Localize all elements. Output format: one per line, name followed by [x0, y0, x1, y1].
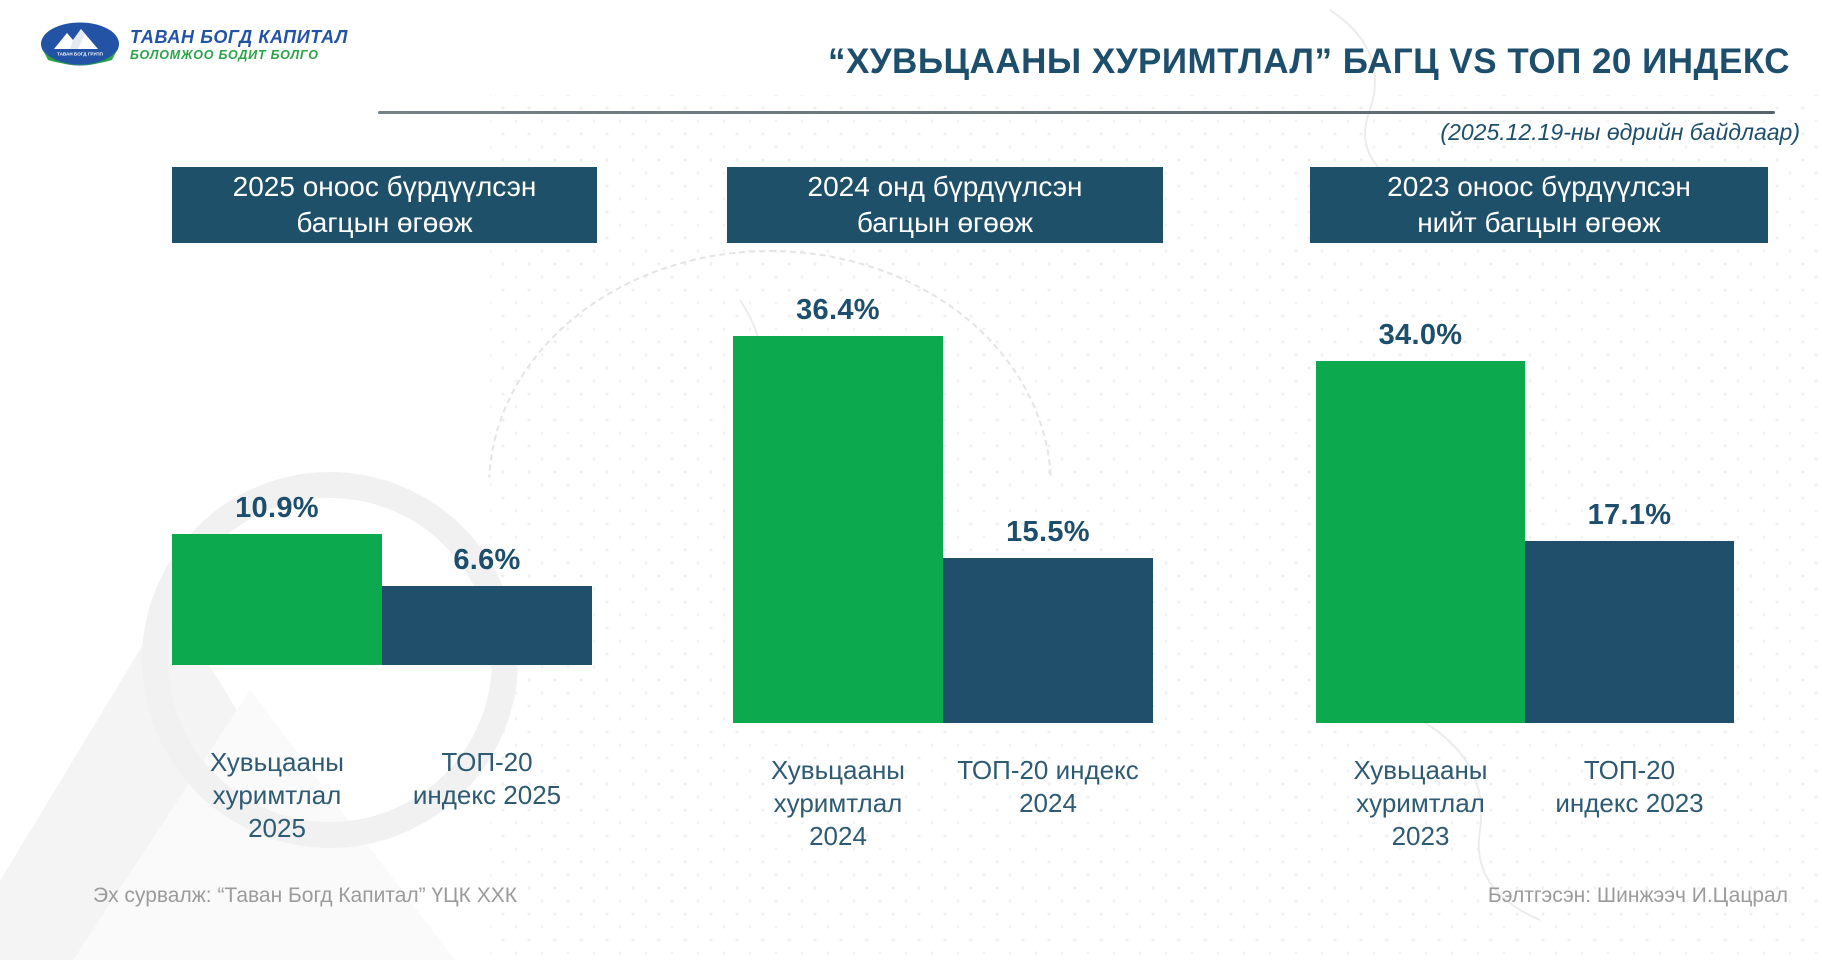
- bar-top20-2023: [1525, 541, 1734, 723]
- category-portfolio-2025: Хувьцааны хуримтлал 2025: [210, 747, 344, 843]
- value-label-top20-2023: 17.1%: [1587, 499, 1672, 531]
- bar-group-portfolio-2023: 34.0%: [1316, 263, 1525, 723]
- bar-group-top20-2025: 6.6%: [382, 205, 592, 665]
- bar-portfolio-2025: [172, 534, 382, 665]
- category-portfolio-2023: Хувьцааны хуримтлал 2023: [1353, 755, 1488, 851]
- footer-source: Эх сурвалж: “Таван Богд Капитал” ҮЦК ХХК: [93, 884, 517, 907]
- panel-2024-title: 2024 онд бүрдүүлсэн багцын өгөөж: [727, 167, 1163, 243]
- logo-text: ТАВАН БОГД КАПИТАЛ БОЛОМЖОО БОДИТ БОЛГО: [130, 26, 348, 63]
- category-top20-2024: ТОП-20 индекс 2024: [957, 755, 1139, 818]
- bar-group-top20-2024: 15.5%: [943, 263, 1153, 723]
- logo-tagline: БОЛОМЖОО БОДИТ БОЛГО: [130, 47, 319, 62]
- bar-group-top20-2023: 17.1%: [1525, 263, 1734, 723]
- bar-group-portfolio-2025: 10.9%: [172, 205, 382, 665]
- footer-prepared-by: Бэлтгэсэн: Шинжээч И.Цацрал: [1487, 884, 1788, 907]
- panel-2023-title: 2023 оноос бүрдүүлсэн нийт багцын өгөөж: [1310, 167, 1768, 243]
- page-title: “ХУВЬЦААНЫ ХУРИМТЛАЛ” БАГЦ VS ТОП 20 ИНД…: [827, 42, 1790, 81]
- logo-name: ТАВАН БОГД КАПИТАЛ: [130, 26, 348, 47]
- value-label-top20-2024: 15.5%: [1006, 516, 1090, 548]
- value-label-portfolio-2023: 34.0%: [1378, 319, 1463, 351]
- title-divider: [378, 111, 1775, 114]
- logo-emblem-icon: ТАВАН БОГД ГРУПП: [41, 22, 119, 66]
- category-top20-2025: ТОП-20 индекс 2025: [412, 747, 562, 810]
- panel-2025-categories: Хувьцааны хуримтлал 2025 ТОП-20 индекс 2…: [172, 746, 592, 845]
- panel-2023-categories: Хувьцааны хуримтлал 2023 ТОП-20 индекс 2…: [1316, 754, 1734, 853]
- category-top20-2023: ТОП-20 индекс 2023: [1555, 755, 1704, 818]
- value-label-top20-2025: 6.6%: [453, 544, 521, 576]
- panel-2024-chart: 36.4% 15.5%: [733, 263, 1153, 723]
- bar-top20-2025: [382, 586, 592, 665]
- company-logo: ТАВАН БОГД ГРУПП ТАВАН БОГД КАПИТАЛ БОЛО…: [40, 22, 348, 66]
- value-label-portfolio-2025: 10.9%: [235, 492, 319, 524]
- as-of-date: (2025.12.19-ны өдрийн байдлаар): [1440, 119, 1800, 145]
- bar-portfolio-2023: [1316, 361, 1525, 723]
- bar-portfolio-2024: [733, 336, 943, 723]
- value-label-portfolio-2024: 36.4%: [796, 294, 880, 326]
- panel-2024-categories: Хувьцааны хуримтлал 2024 ТОП-20 индекс 2…: [733, 754, 1153, 853]
- category-portfolio-2024: Хувьцааны хуримтлал 2024: [771, 755, 905, 851]
- panel-2025-chart: 10.9% 6.6%: [172, 205, 592, 665]
- bar-group-portfolio-2024: 36.4%: [733, 263, 943, 723]
- logo-emblem-text: ТАВАН БОГД ГРУПП: [57, 52, 103, 57]
- panel-2025-title: 2025 оноос бүрдүүлсэн багцын өгөөж: [172, 167, 597, 243]
- panel-2023-chart: 34.0% 17.1%: [1316, 263, 1734, 723]
- bar-top20-2024: [943, 558, 1153, 723]
